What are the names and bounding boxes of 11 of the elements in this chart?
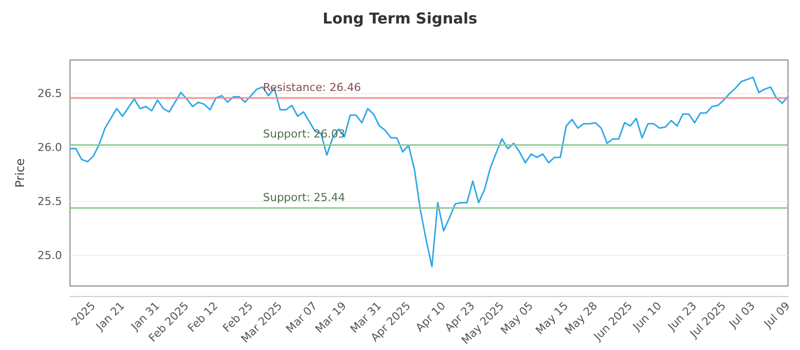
ref-line-label: Resistance: 26.46 bbox=[263, 80, 361, 94]
line-series bbox=[69, 76, 789, 268]
x-tick-label: Jul 03 bbox=[726, 299, 758, 332]
y-tick-label: 25.0 bbox=[38, 249, 62, 262]
chart-title: Long Term Signals bbox=[322, 10, 478, 28]
y-tick-label: 25.5 bbox=[38, 195, 62, 208]
y-axis-title: Price bbox=[13, 158, 27, 188]
y-tick-label: 26.5 bbox=[38, 87, 62, 100]
x-tick-label: Jul 09 bbox=[760, 299, 793, 332]
y-tick-label: 26.0 bbox=[38, 141, 62, 154]
ref-line-label: Support: 25.44 bbox=[263, 191, 346, 204]
